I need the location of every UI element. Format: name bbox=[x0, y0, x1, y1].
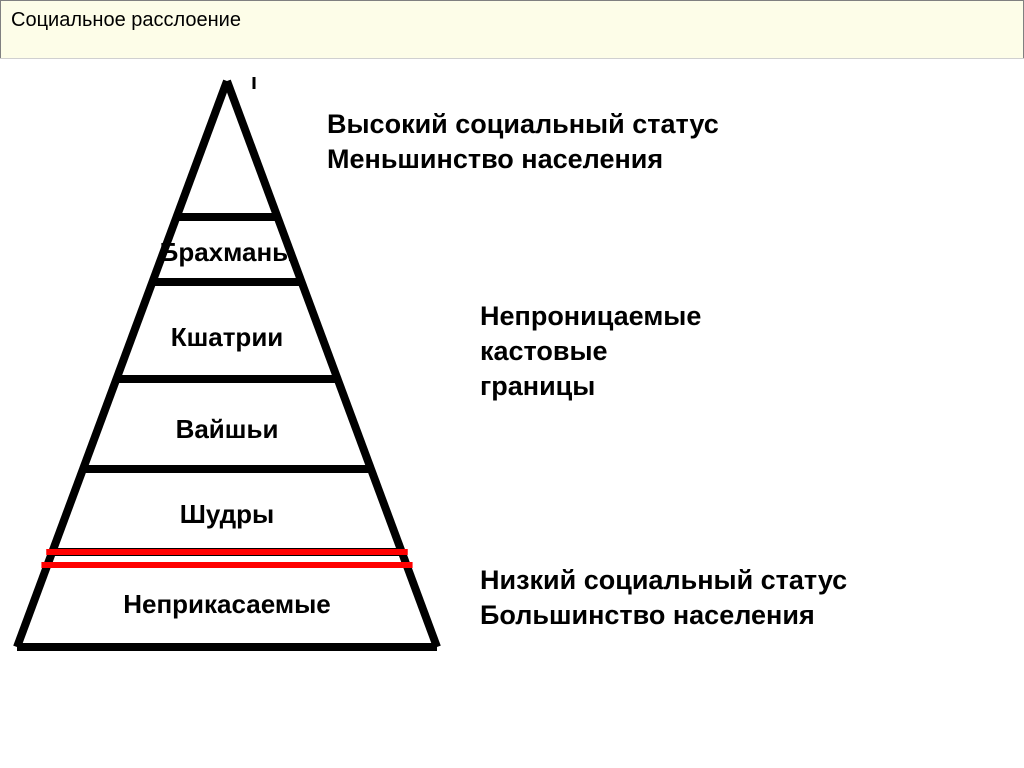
annotation-top: Высокий социальный статус Меньшинство на… bbox=[327, 107, 719, 177]
annotation-middle: Непроницаемые кастовые границы bbox=[480, 299, 701, 404]
tier-label-3: Шудры bbox=[180, 499, 275, 530]
tier-label-4: Неприкасаемые bbox=[123, 589, 331, 620]
header-title: Социальное расслоение bbox=[11, 9, 241, 31]
header-bar: Социальное расслоение bbox=[0, 0, 1024, 58]
tier-label-2: Вайшьи bbox=[176, 414, 279, 445]
tier-label-1: Кшатрии bbox=[171, 322, 284, 353]
annotation-bottom: Низкий социальный статус Большинство нас… bbox=[480, 563, 847, 633]
pyramid-diagram: Брахманы Кшатрии Вайшьи Шудры Неприкасаемые В… bbox=[0, 58, 1024, 759]
tier-label-0: Брахманы bbox=[160, 237, 295, 268]
